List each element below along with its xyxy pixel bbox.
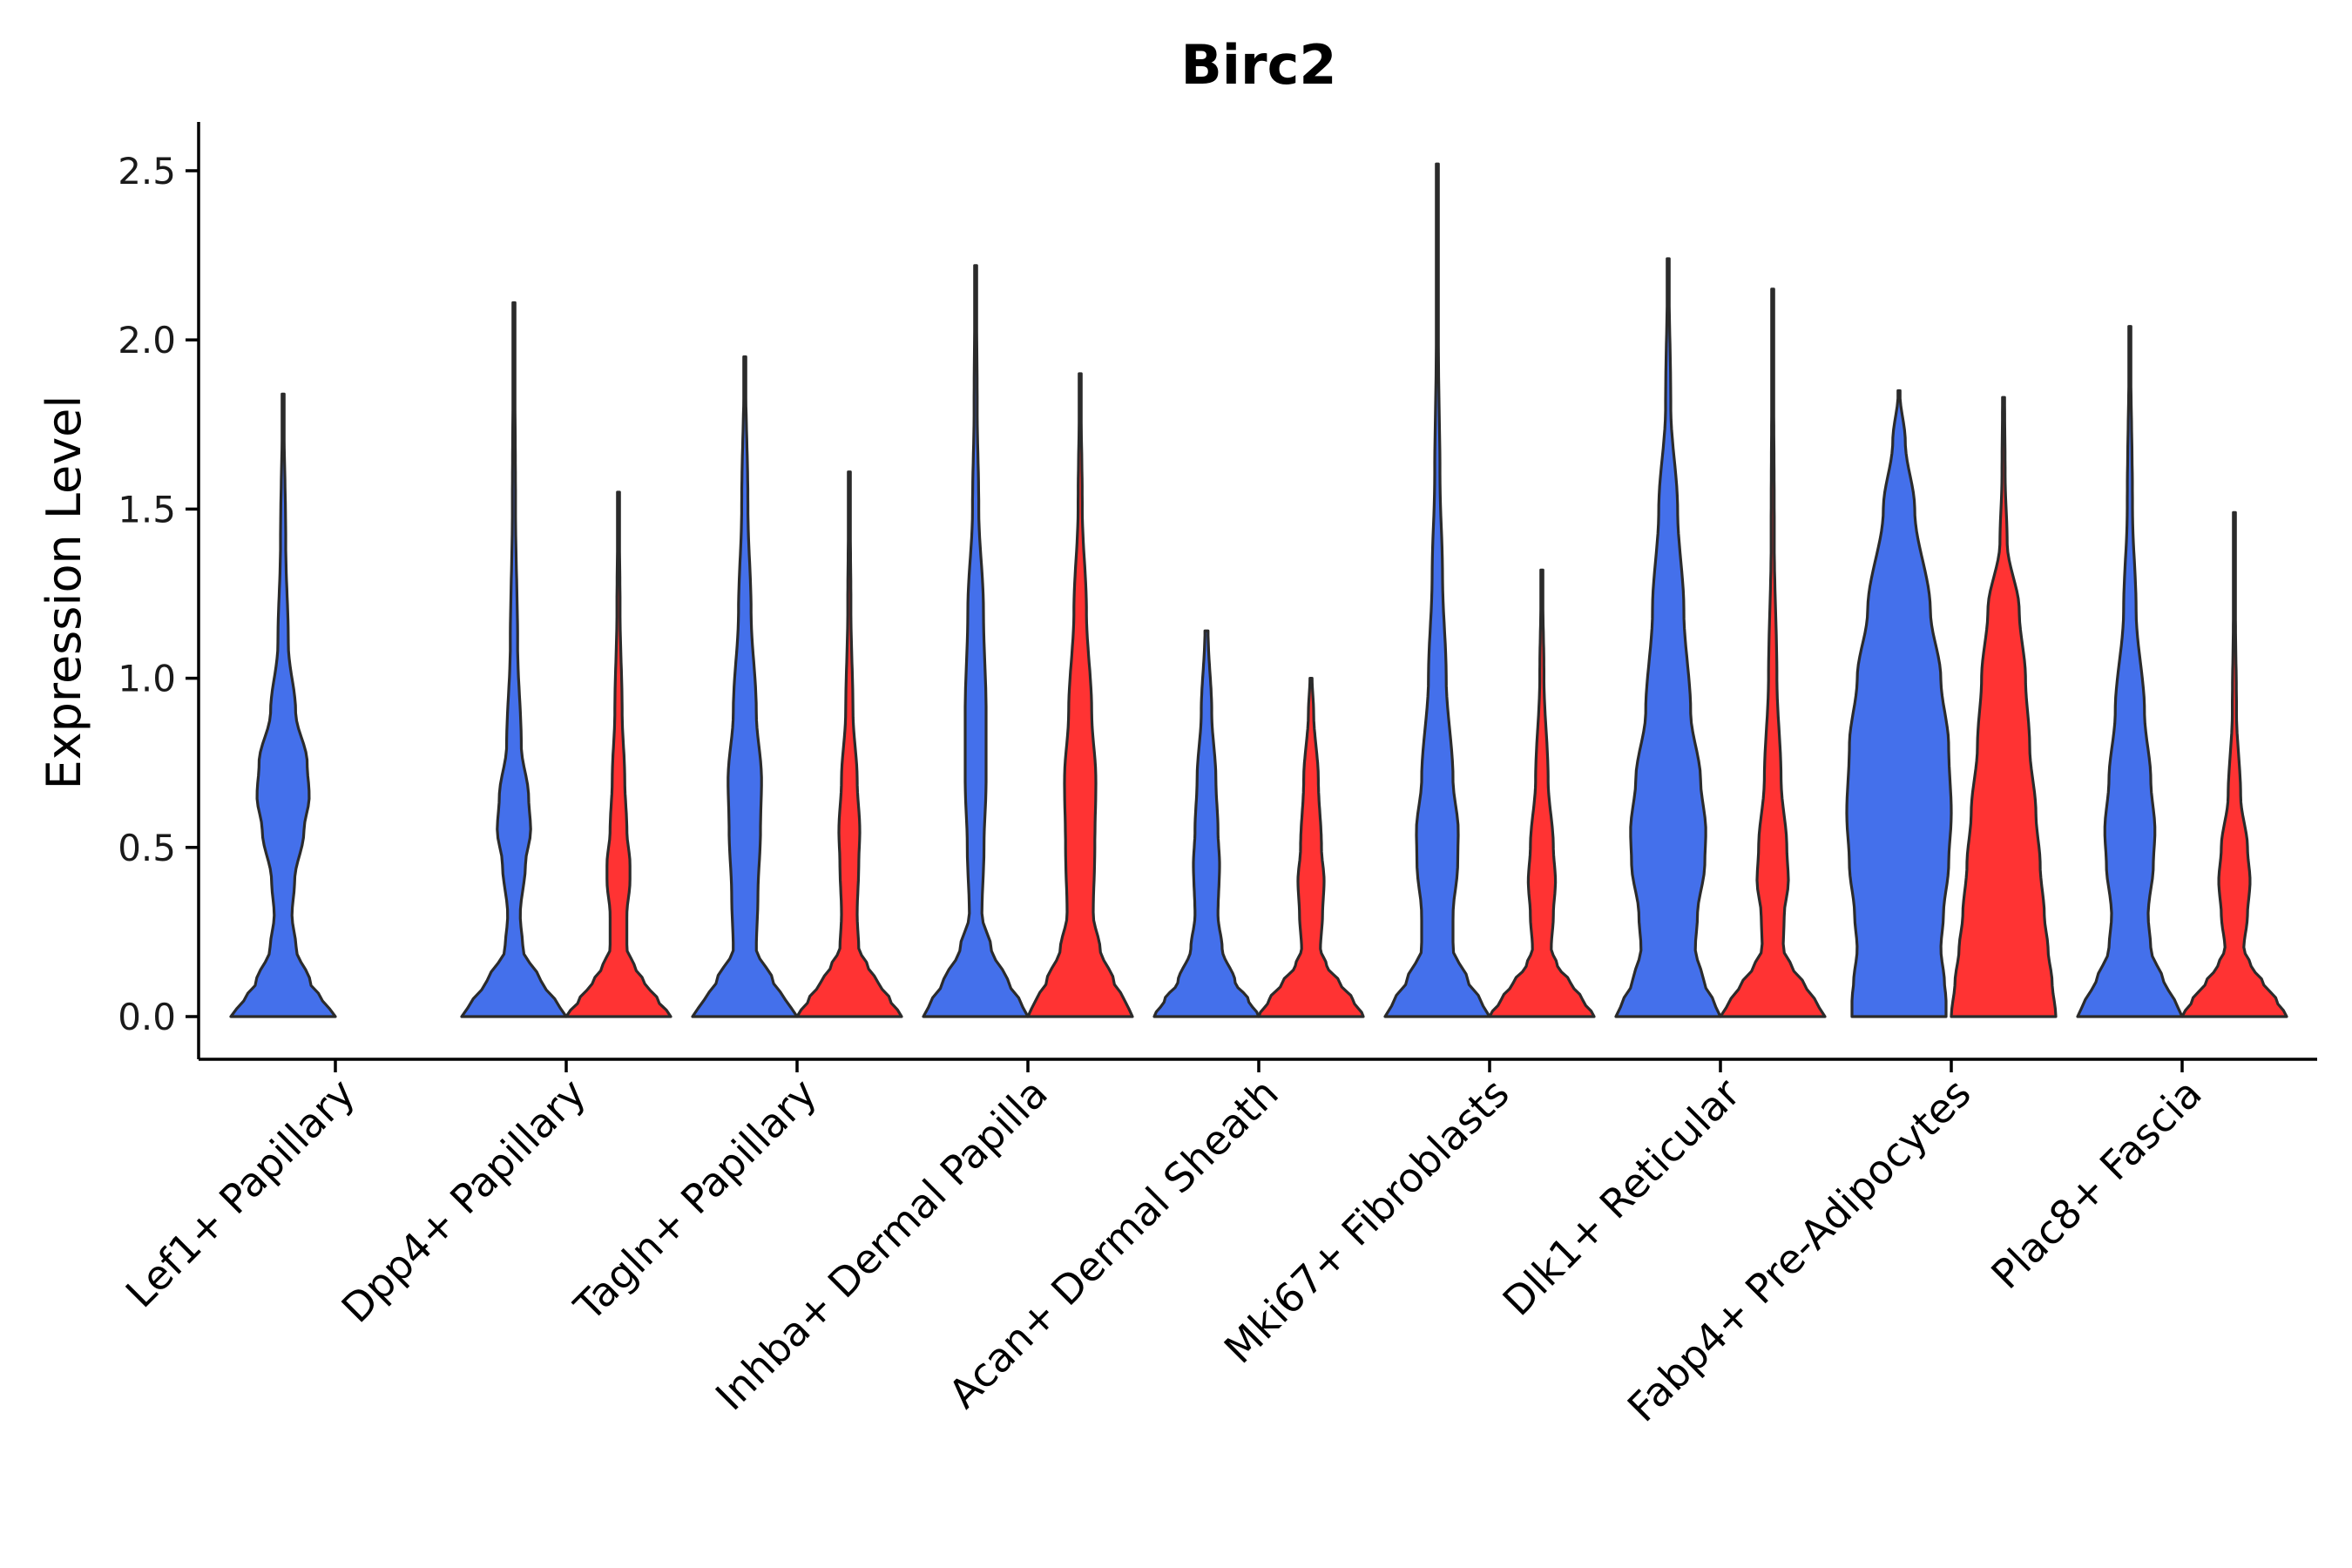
violin-group1-9 <box>2076 325 2184 1018</box>
x-tick-label: Tagln+ Papillary <box>564 1070 826 1331</box>
y-axis: 0.0 0.5 1.0 1.5 2.0 2.5 <box>118 122 200 1059</box>
violin-group2-6 <box>1488 568 1596 1018</box>
violin-group2-2 <box>564 490 672 1018</box>
violin-group1-3 <box>691 355 799 1018</box>
x-tick-label: Dlk1+ Reticular <box>1494 1070 1749 1325</box>
y-axis-label: Expression Level <box>37 395 91 790</box>
x-tick-label: Plac8+ Fascia <box>1982 1070 2210 1298</box>
x-tick-label: Lef1+ Papillary <box>117 1070 364 1317</box>
violin-group2-8 <box>1950 395 2058 1018</box>
y-tick-label: 2.5 <box>118 150 176 193</box>
violin-group1-2 <box>460 301 568 1018</box>
violin-group1-8 <box>1845 389 1953 1018</box>
y-tick-label: 1.5 <box>118 488 176 531</box>
y-tick-label: 0.0 <box>118 996 176 1038</box>
violin-group2-9 <box>2180 510 2288 1018</box>
violin-group1-1 <box>229 392 337 1018</box>
violin-group1-5 <box>1152 629 1260 1018</box>
violin-group1-7 <box>1614 257 1722 1018</box>
violins <box>229 162 2288 1018</box>
violin-group2-3 <box>795 470 903 1018</box>
y-tick-label: 0.5 <box>118 827 176 869</box>
violin-group1-6 <box>1383 162 1491 1018</box>
violin-group2-7 <box>1719 287 1827 1018</box>
y-tick-label: 1.0 <box>118 658 176 700</box>
violin-group2-4 <box>1026 372 1134 1018</box>
chart-title: Birc2 <box>1181 33 1337 97</box>
x-tick-label: Dpp4+ Papillary <box>333 1070 595 1332</box>
violin-group1-4 <box>922 264 1030 1018</box>
y-tick-label: 2.0 <box>118 319 176 362</box>
violin-group2-5 <box>1257 677 1365 1018</box>
